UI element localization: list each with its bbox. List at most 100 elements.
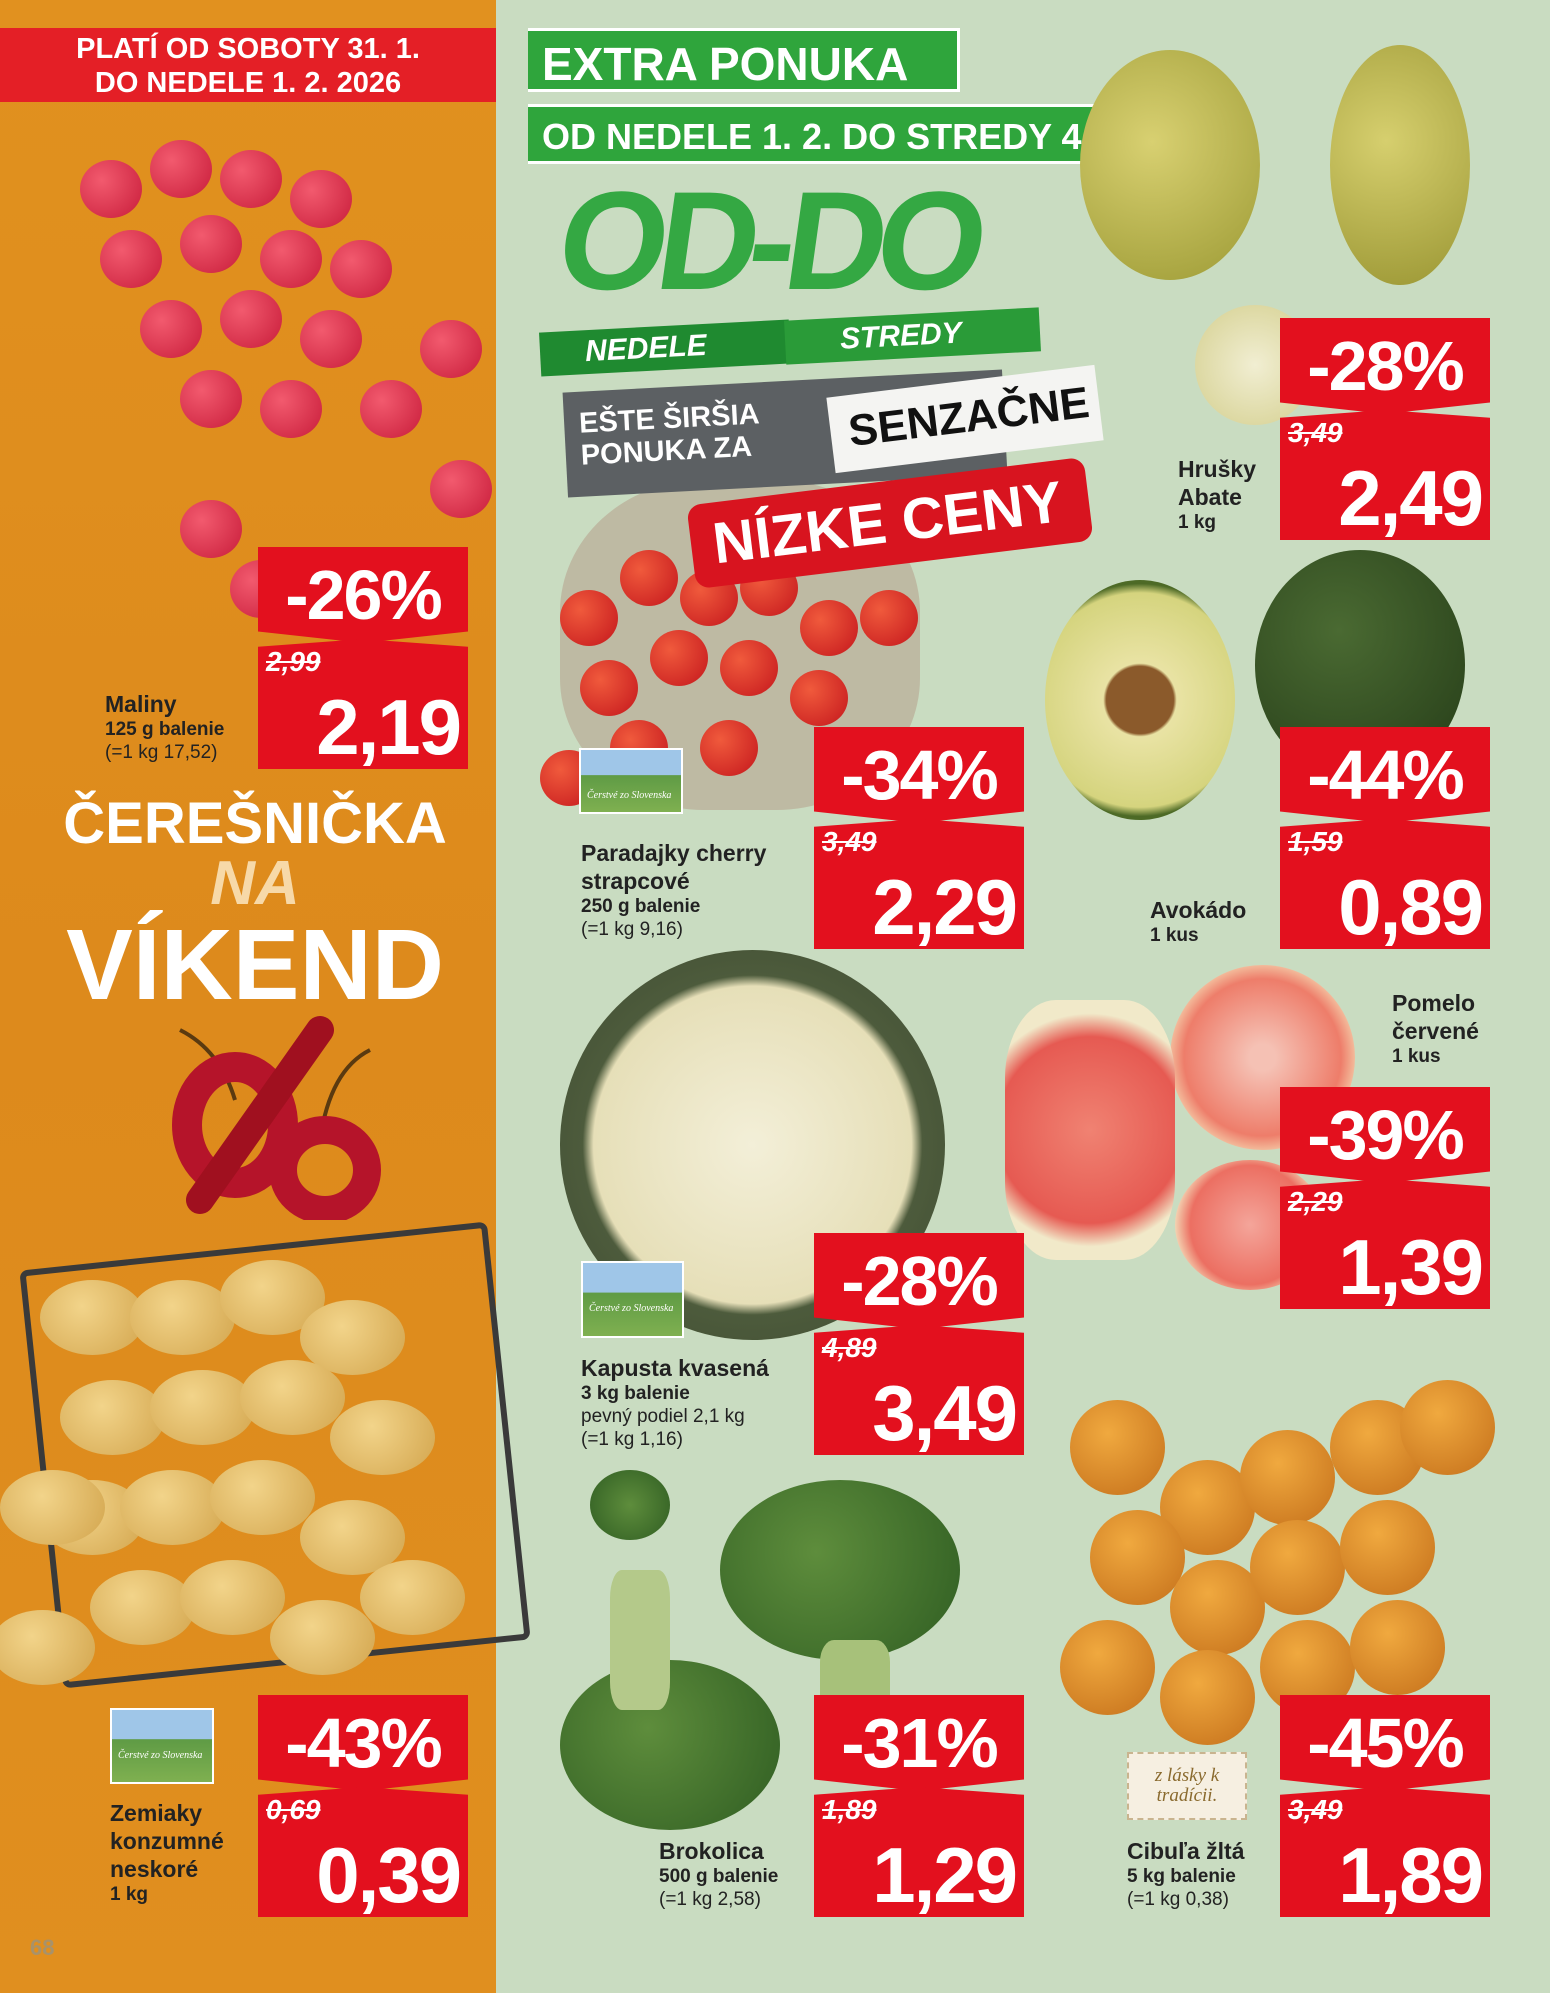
- product-name: Maliny: [105, 691, 177, 717]
- old-price: 2,99: [266, 646, 321, 677]
- raspberry-image: [150, 140, 212, 198]
- product-detail: 1 kus: [1150, 925, 1199, 946]
- price-tag: -43% 0,69 0,39: [258, 1695, 468, 1917]
- raspberry-image: [100, 230, 162, 288]
- onion-image: [1240, 1430, 1335, 1525]
- price-tag: -34% 3,49 2,29: [814, 727, 1024, 949]
- price-box: 3,49 2,29: [814, 819, 1024, 949]
- tomato-image: [700, 720, 758, 776]
- broccoli-image: [590, 1470, 670, 1540]
- old-price: 2,29: [1288, 1186, 1343, 1217]
- product-detail: pevný podiel 2,1 kg: [581, 1406, 745, 1427]
- discount-badge: -44%: [1280, 727, 1490, 823]
- discount-badge: -31%: [814, 1695, 1024, 1791]
- product-detail: 1 kg: [110, 1884, 149, 1905]
- potato-image: [0, 1470, 105, 1545]
- onion-image: [1340, 1500, 1435, 1595]
- price-tag: -28% 3,49 2,49: [1280, 318, 1490, 540]
- raspberry-image: [220, 290, 282, 348]
- potato-image: [130, 1280, 235, 1355]
- tomato-image: [580, 660, 638, 716]
- product-name: Kapusta kvasená: [581, 1355, 769, 1381]
- price-box: 4,89 3,49: [814, 1325, 1024, 1455]
- product-name: Avokádo: [1150, 897, 1247, 923]
- slovak-fresh-badge: Čerstvé zo Slovenska: [581, 1261, 684, 1338]
- onion-image: [1170, 1560, 1265, 1655]
- raspberry-image: [430, 460, 492, 518]
- potato-image: [60, 1380, 165, 1455]
- raspberry-image: [180, 370, 242, 428]
- raspberry-image: [300, 310, 362, 368]
- old-price: 3,49: [1288, 1794, 1343, 1825]
- tomato-image: [790, 670, 848, 726]
- product-label: Maliny 125 g balenie (=1 kg 17,52): [105, 690, 224, 764]
- product-detail: 5 kg balenie: [1127, 1866, 1236, 1887]
- potato-image: [240, 1360, 345, 1435]
- product-label: Pomelo červené 1 kus: [1392, 989, 1502, 1068]
- product-detail: (=1 kg 1,16): [581, 1429, 683, 1450]
- weekend-line1: ČEREŠNIČKA: [63, 791, 447, 856]
- price-box: 3,49 2,49: [1280, 410, 1490, 540]
- price-tag: -28% 4,89 3,49: [814, 1233, 1024, 1455]
- product-label: Hrušky Abate 1 kg: [1178, 455, 1288, 534]
- validity-banner: PLATÍ OD SOBOTY 31. 1. DO NEDELE 1. 2. 2…: [0, 28, 496, 102]
- raspberry-image: [290, 170, 352, 228]
- onion-image: [1350, 1600, 1445, 1695]
- discount-badge: -45%: [1280, 1695, 1490, 1791]
- discount-badge: -43%: [258, 1695, 468, 1791]
- onion-image: [1070, 1400, 1165, 1495]
- extra-offer-title: EXTRA PONUKA: [528, 28, 960, 92]
- potato-image: [270, 1600, 375, 1675]
- price-tag: -44% 1,59 0,89: [1280, 727, 1490, 949]
- price-tag: -31% 1,89 1,29: [814, 1695, 1024, 1917]
- product-detail: 500 g balenie: [659, 1866, 779, 1887]
- raspberry-image: [260, 380, 322, 438]
- avocado-image: [1045, 580, 1235, 820]
- product-name: Pomelo červené: [1392, 990, 1479, 1044]
- potato-image: [0, 1610, 95, 1685]
- potato-image: [300, 1300, 405, 1375]
- raspberry-image: [260, 230, 322, 288]
- tomato-image: [860, 590, 918, 646]
- slovak-fresh-badge: Čerstvé zo Slovenska: [579, 748, 683, 814]
- old-price: 0,69: [266, 1794, 321, 1825]
- price-box: 1,89 1,29: [814, 1787, 1024, 1917]
- raspberry-image: [330, 240, 392, 298]
- discount-badge: -34%: [814, 727, 1024, 823]
- old-price: 4,89: [822, 1332, 877, 1363]
- new-price: 2,19: [316, 683, 462, 771]
- product-detail: (=1 kg 2,58): [659, 1889, 761, 1910]
- slovak-fresh-badge: Čerstvé zo Slovenska: [110, 1708, 214, 1784]
- tomato-image: [800, 600, 858, 656]
- product-name: Brokolica: [659, 1838, 764, 1864]
- price-tag: -39% 2,29 1,39: [1280, 1087, 1490, 1309]
- price-box: 1,59 0,89: [1280, 819, 1490, 949]
- pear-image: [1330, 45, 1470, 285]
- promo-from: NEDELE: [539, 319, 791, 377]
- product-name: Hrušky Abate: [1178, 456, 1256, 510]
- tomato-image: [620, 550, 678, 606]
- product-label: Brokolica 500 g balenie (=1 kg 2,58): [659, 1837, 778, 1911]
- discount-badge: -28%: [1280, 318, 1490, 414]
- validity-line1: PLATÍ OD SOBOTY 31. 1.: [76, 33, 420, 65]
- price-box: 2,29 1,39: [1280, 1179, 1490, 1309]
- raspberry-image: [80, 160, 142, 218]
- weekend-line2: NA: [210, 849, 300, 918]
- new-price: 2,29: [872, 863, 1018, 951]
- discount-badge: -39%: [1280, 1087, 1490, 1183]
- raspberry-image: [360, 380, 422, 438]
- product-detail: (=1 kg 0,38): [1127, 1889, 1229, 1910]
- potato-image: [150, 1370, 255, 1445]
- weekend-cherry-title: ČEREŠNIČKA NA VÍKEND: [40, 791, 470, 1021]
- weekend-line3: VÍKEND: [66, 909, 444, 1021]
- potato-image: [330, 1400, 435, 1475]
- product-name: Cibuľa žltá: [1127, 1838, 1245, 1864]
- price-box: 2,99 2,19: [258, 639, 468, 769]
- pear-image: [1080, 50, 1260, 280]
- potato-image: [210, 1460, 315, 1535]
- product-label: Cibuľa žltá 5 kg balenie (=1 kg 0,38): [1127, 1837, 1244, 1911]
- potato-image: [300, 1500, 405, 1575]
- potato-image: [90, 1570, 195, 1645]
- product-detail: (=1 kg 17,52): [105, 742, 218, 763]
- onion-image: [1090, 1510, 1185, 1605]
